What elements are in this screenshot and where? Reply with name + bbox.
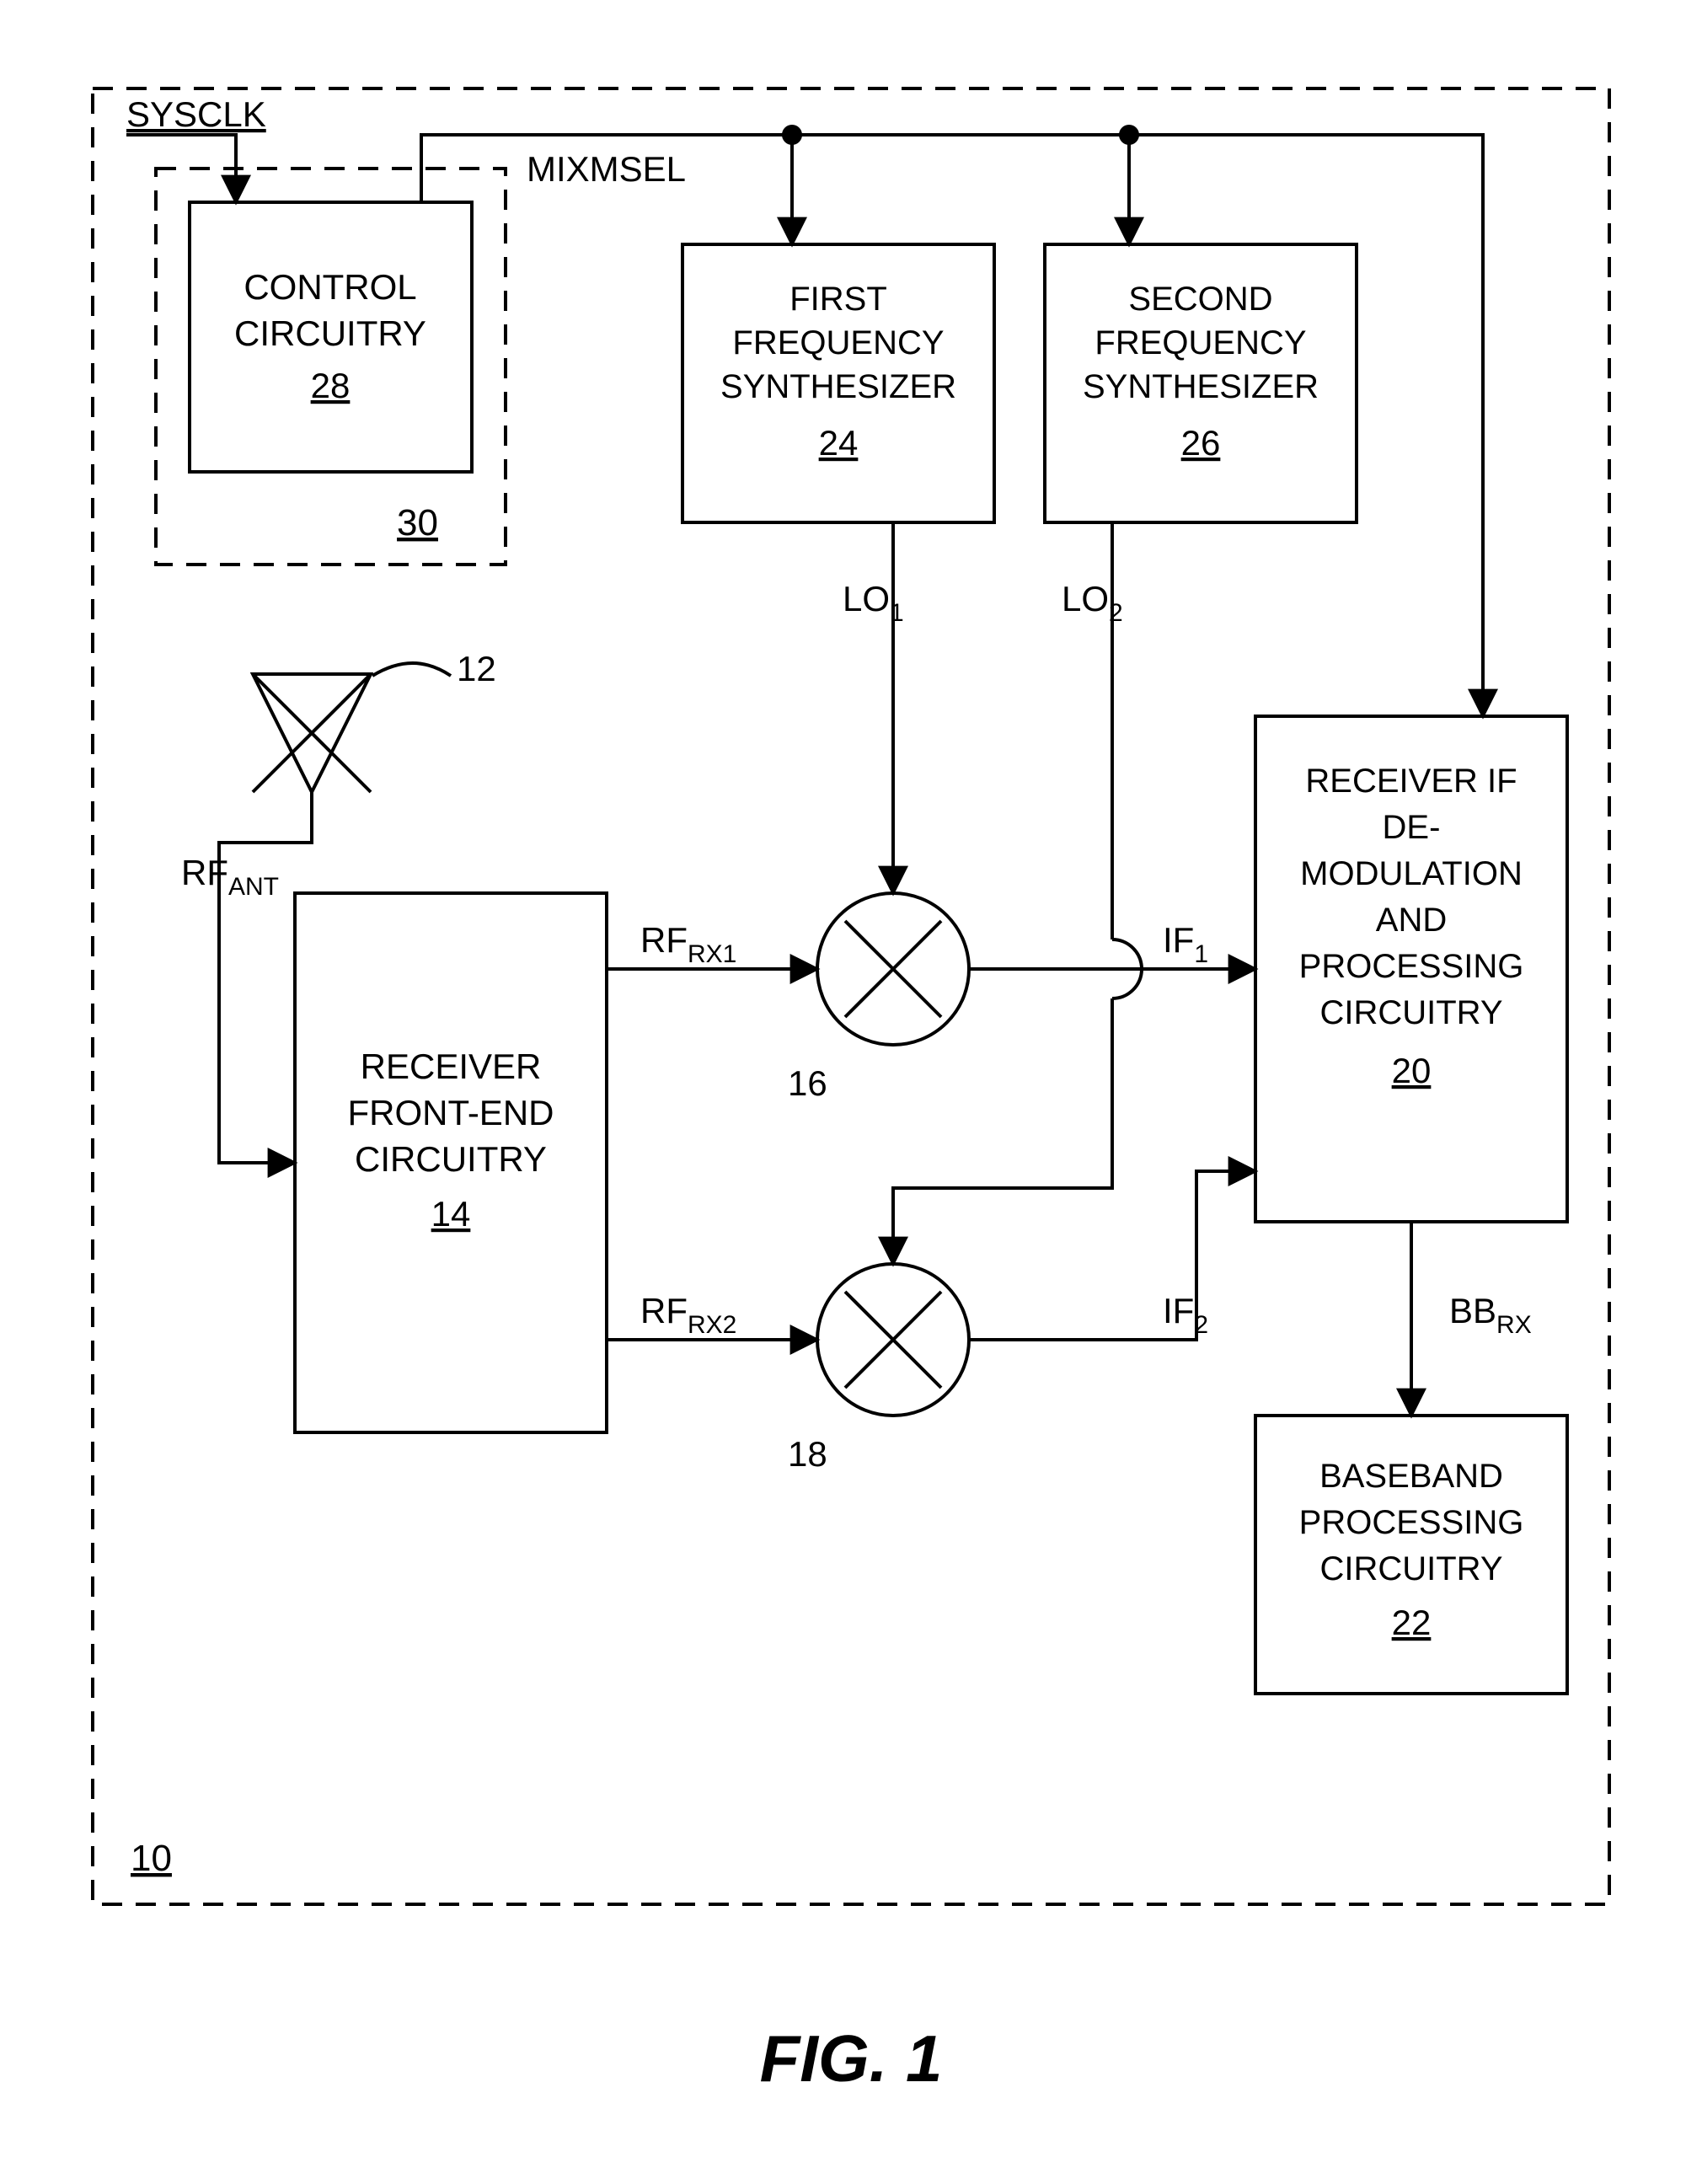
s1l1: FIRST — [789, 281, 887, 318]
mixer2-ref: 18 — [788, 1434, 827, 1474]
bbref: 22 — [1392, 1603, 1432, 1642]
bbrx-label: BBRX — [1449, 1291, 1532, 1339]
antenna-ref: 12 — [457, 649, 496, 688]
antenna-lead — [372, 663, 451, 676]
antenna-icon — [253, 674, 371, 792]
rfrx1-label: RFRX1 — [640, 920, 736, 968]
control-l2: CIRCUITRY — [234, 313, 426, 353]
node-2 — [1119, 125, 1139, 145]
s1l3: SYNTHESIZER — [720, 368, 956, 405]
sysclk-label: SYSCLK — [126, 94, 266, 134]
s2ref: 26 — [1181, 423, 1221, 463]
if1-label: IF1 — [1163, 920, 1208, 968]
sysclk-wire — [126, 135, 236, 202]
if2-label: IF2 — [1163, 1291, 1208, 1339]
rfant-label: RFANT — [181, 853, 279, 901]
lo2-wire — [893, 522, 1142, 1264]
mixer1-ref: 16 — [788, 1063, 827, 1103]
bbl1: BASEBAND — [1319, 1458, 1503, 1495]
rxl5: PROCESSING — [1299, 948, 1524, 985]
fel1: RECEIVER — [361, 1046, 542, 1086]
s2l2: FREQUENCY — [1095, 324, 1306, 361]
control-ref: 28 — [311, 366, 351, 405]
if2-wire — [969, 1171, 1255, 1340]
control-l1: CONTROL — [244, 267, 416, 307]
figure-caption: FIG. 1 — [760, 2021, 943, 2096]
s1l2: FREQUENCY — [732, 324, 944, 361]
fel3: CIRCUITRY — [355, 1139, 547, 1179]
bbl3: CIRCUITRY — [1319, 1550, 1502, 1587]
rxl2: DE- — [1383, 809, 1441, 846]
system-ref: 10 — [131, 1838, 172, 1879]
rfrx2-label: RFRX2 — [640, 1291, 736, 1339]
fel2: FRONT-END — [348, 1093, 554, 1132]
node-1 — [782, 125, 802, 145]
rxl4: AND — [1376, 902, 1447, 939]
s2l3: SYNTHESIZER — [1083, 368, 1319, 405]
s2l1: SECOND — [1128, 281, 1272, 318]
feref: 14 — [431, 1194, 471, 1234]
rxl3: MODULATION — [1300, 855, 1523, 892]
s1ref: 24 — [819, 423, 859, 463]
bbl2: PROCESSING — [1299, 1504, 1524, 1541]
control-group-ref: 30 — [397, 502, 438, 543]
rxref: 20 — [1392, 1051, 1432, 1090]
rxl6: CIRCUITRY — [1319, 994, 1502, 1031]
mixmsel-label: MIXMSEL — [527, 149, 686, 189]
rxl1: RECEIVER IF — [1305, 763, 1517, 800]
